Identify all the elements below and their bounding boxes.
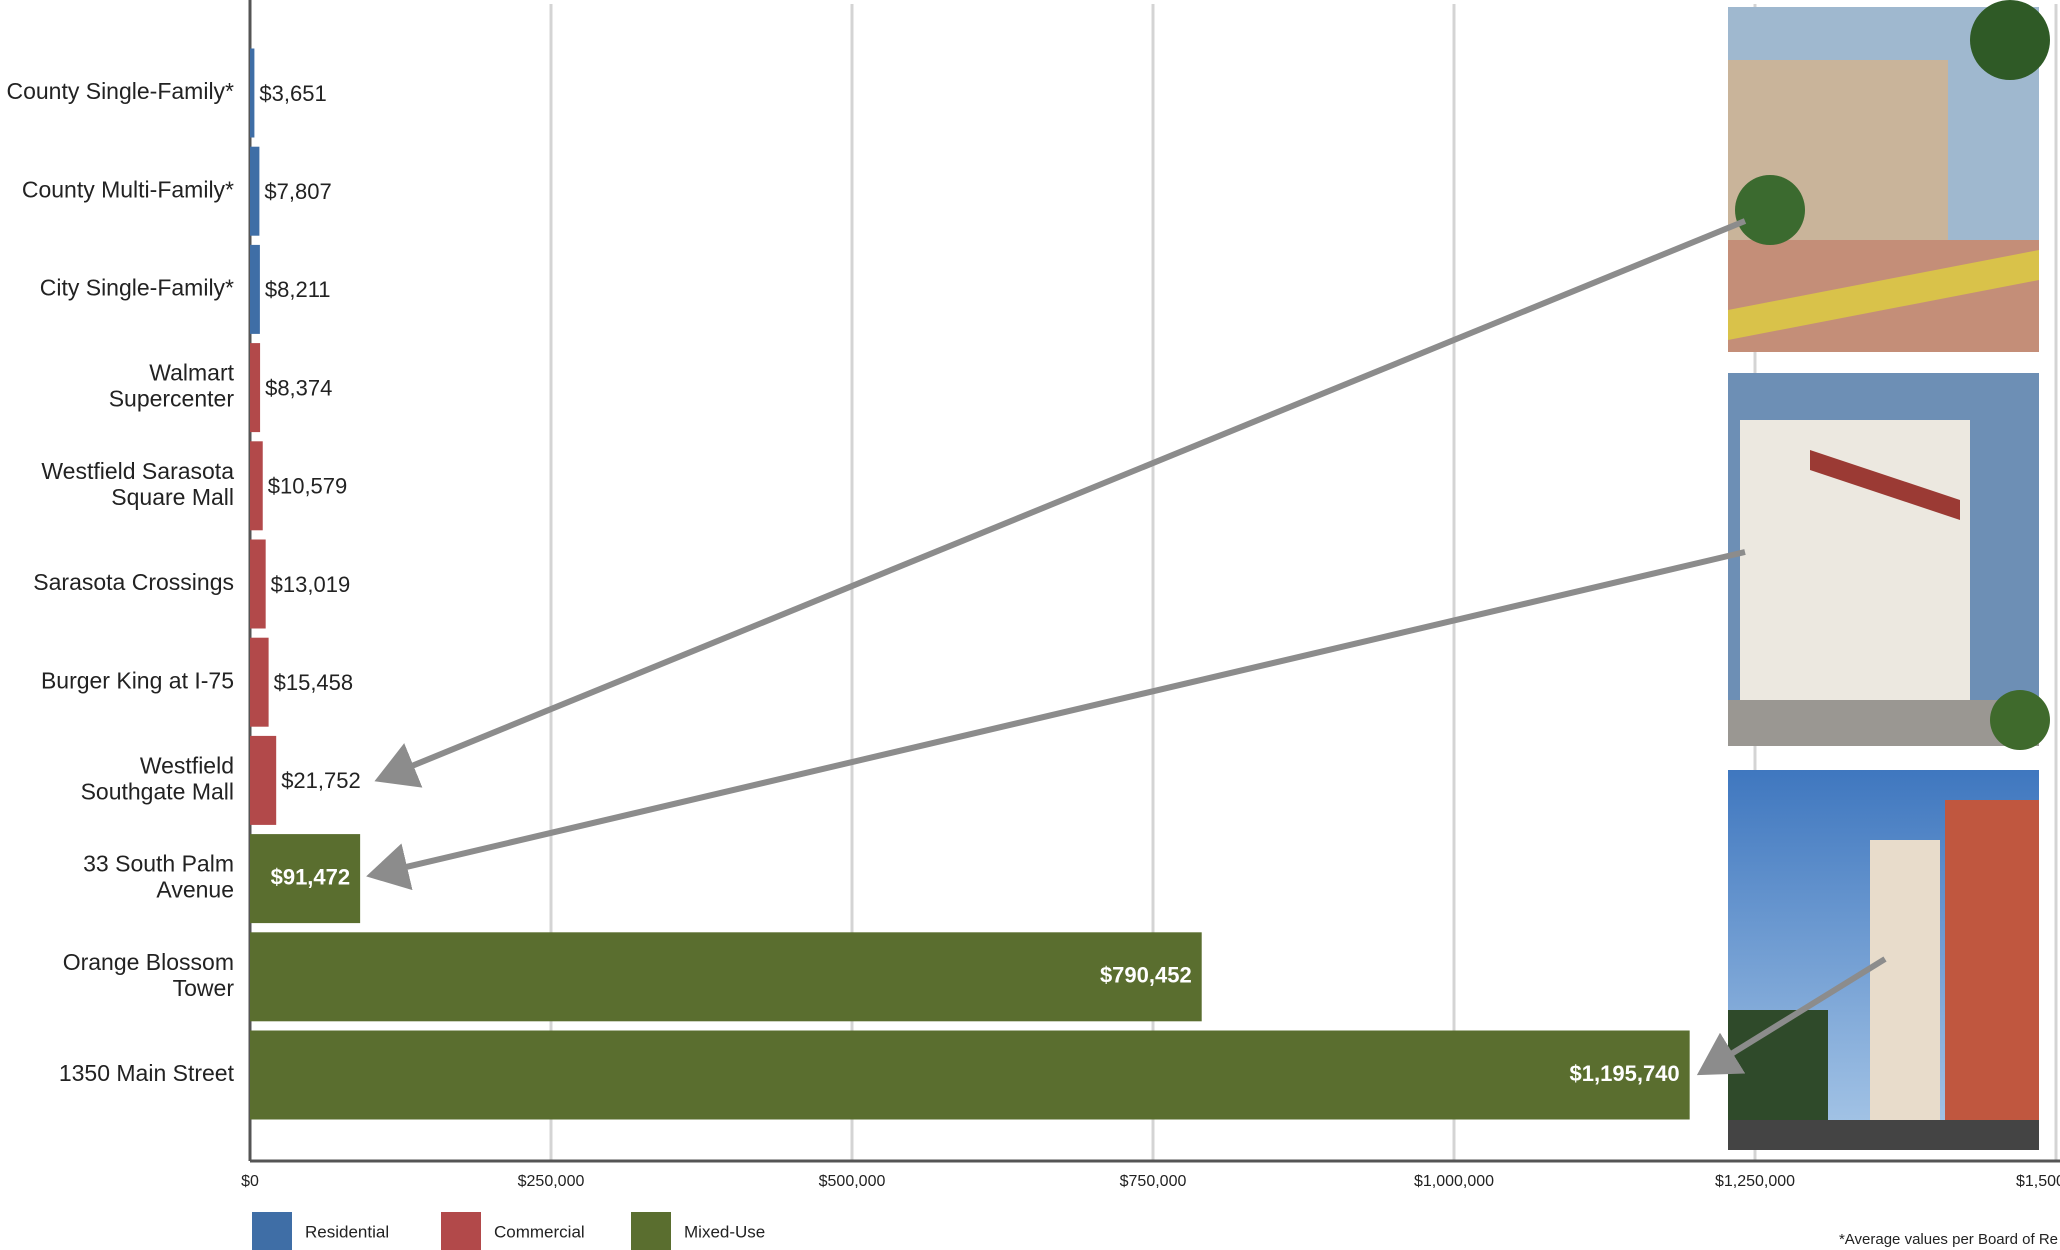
category-label: Westfield Sarasota Square Mall [41,458,234,510]
bar [250,441,263,531]
bar [250,735,277,825]
bar [250,539,266,629]
category-label: Orange Blossom Tower [63,949,235,1001]
category-label: 1350 Main Street [59,1060,235,1086]
legend-swatch [252,1212,292,1250]
x-tick-label: $1,000,000 [1414,1173,1494,1190]
value-label: $21,752 [281,768,361,793]
category-label: Walmart Supercenter [109,360,235,412]
category-label: Burger King at I-75 [41,667,234,693]
x-tick-label: $0 [241,1173,259,1190]
bar [250,932,1202,1022]
value-label: $8,211 [265,277,331,302]
value-label: $15,458 [274,670,354,695]
x-tick-label: $500,000 [819,1173,886,1190]
x-tick-label: $750,000 [1120,1173,1187,1190]
x-tick-label: $1,250,000 [1715,1173,1795,1190]
category-label: 33 South Palm Avenue [83,851,234,903]
value-label: $91,472 [271,864,351,889]
legend-label: Residential [305,1222,389,1241]
bar [250,244,260,334]
value-label: $790,452 [1100,963,1192,988]
category-label: Westfield Southgate Mall [81,752,234,804]
bar [250,637,269,727]
bar [250,48,255,138]
bar [250,1030,1690,1120]
category-label: Sarasota Crossings [33,569,234,595]
bar [250,343,261,433]
legend-label: Mixed-Use [684,1222,765,1241]
value-label: $8,374 [265,375,332,400]
legend-swatch [631,1212,671,1250]
footnote: *Average values per Board of Re [1839,1231,2058,1248]
value-label: $13,019 [271,572,351,597]
value-label: $10,579 [268,474,348,499]
arrow [366,218,1887,1076]
category-label: City Single-Family* [40,274,234,300]
legend-label: Commercial [494,1222,585,1241]
value-label: $1,195,740 [1570,1061,1680,1086]
x-tick-label: $250,000 [518,1173,585,1190]
photo [1728,373,2050,750]
x-tick-label: $1,500,000 [2016,1173,2060,1190]
value-label: $7,807 [264,179,331,204]
value-label: $3,651 [259,81,326,106]
photo [1728,0,2050,352]
legend-swatch [441,1212,481,1250]
category-label: County Multi-Family* [22,176,234,202]
bar [250,834,361,924]
category-label: County Single-Family* [6,78,234,104]
bar [250,146,260,236]
